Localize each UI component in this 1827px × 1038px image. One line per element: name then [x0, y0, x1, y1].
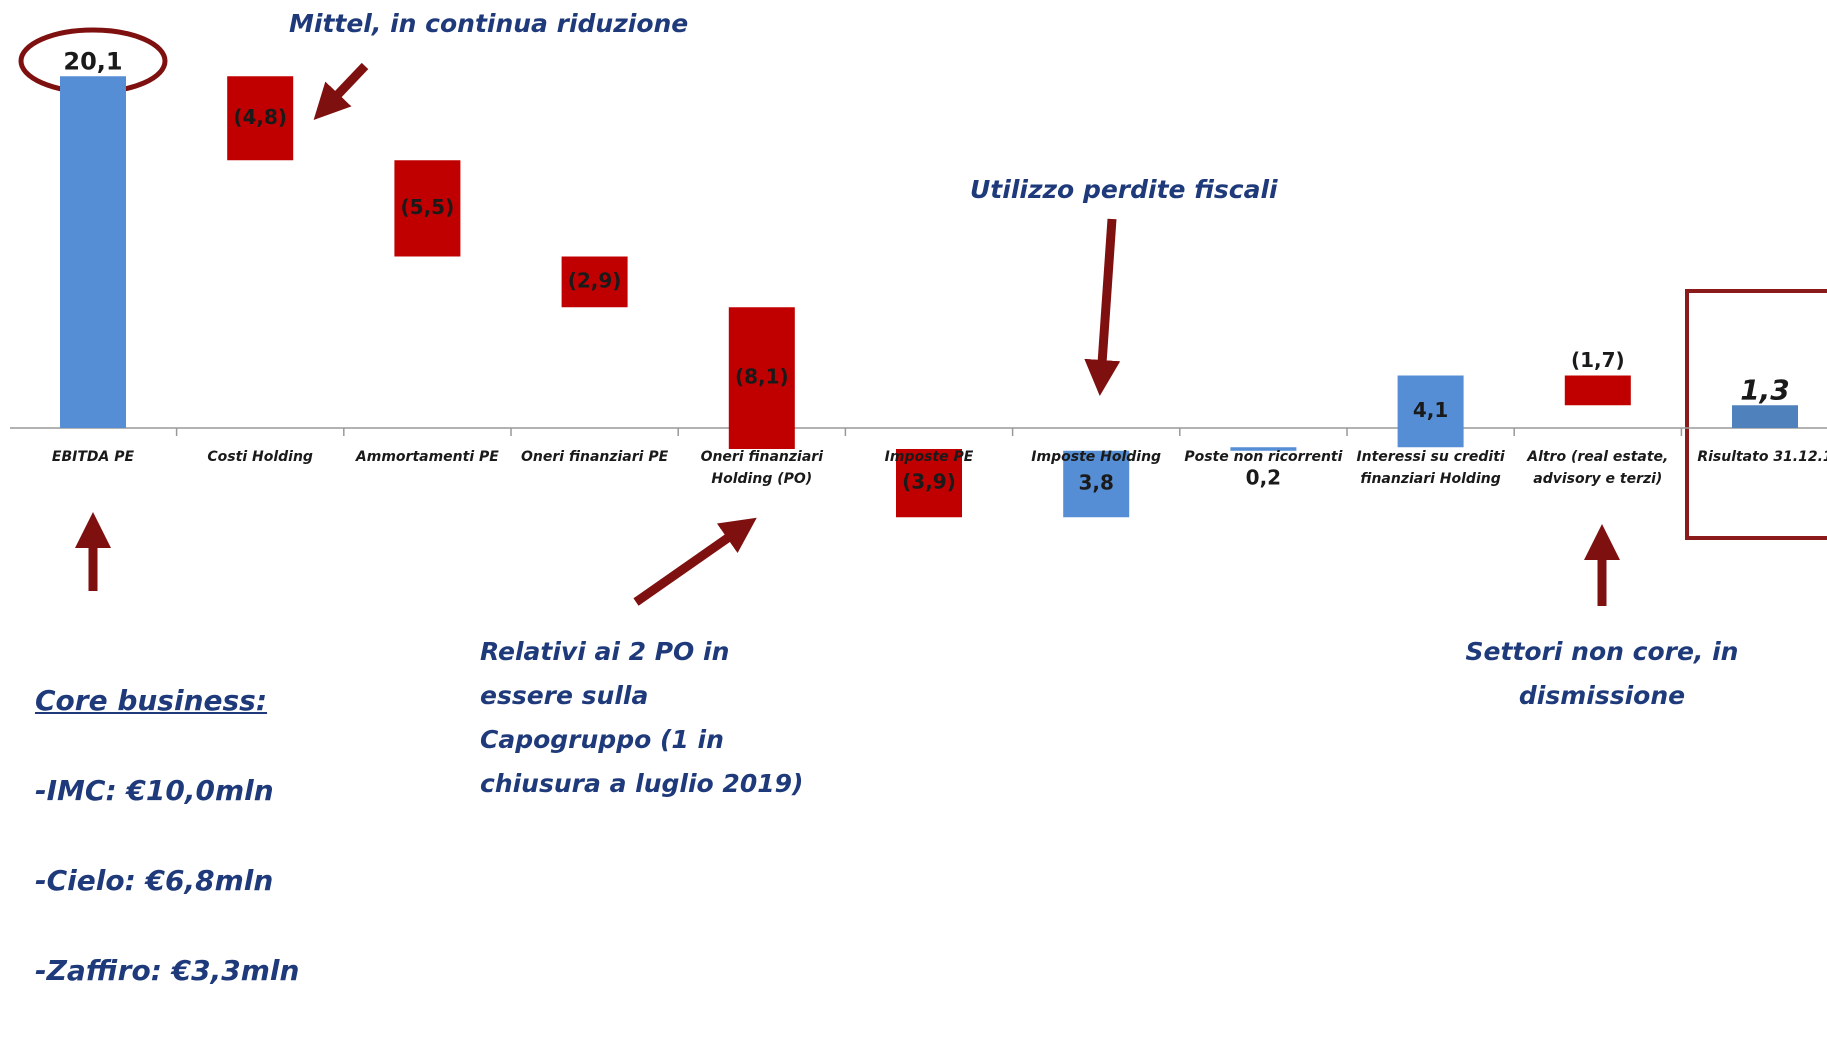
value-label: (4,8) — [233, 105, 287, 129]
value-label: (1,7) — [1571, 348, 1625, 372]
x-tick-label: Risultato 31.12.1 — [1697, 449, 1827, 465]
value-label: 20,1 — [63, 47, 122, 75]
x-tick-label: Oneri finanziari PE — [521, 449, 669, 465]
annotation: Settori non core, in dismissione — [1465, 637, 1739, 710]
x-tick-label: Oneri finanziari Holding (PO) — [700, 449, 824, 487]
annotation: Mittel, in continua riduzione — [289, 9, 689, 38]
bar — [728, 307, 795, 449]
arrow — [633, 517, 757, 606]
value-label: 4,1 — [1413, 398, 1448, 422]
value-label: (2,9) — [568, 268, 622, 292]
bar — [1564, 375, 1631, 406]
core-item: -Cielo: €6,8mln — [35, 864, 274, 897]
x-tick-label: Poste non ricorrenti — [1184, 449, 1343, 465]
chart: 20,1 (4,8) (5,5) (2,9) (8,1) (3,9) 3,8 0,2 4,1 (1… — [10, 27, 1827, 606]
x-tick-label: Imposte PE — [884, 449, 974, 465]
x-tick-label: EBITDA PE — [51, 449, 135, 465]
x-tick-label: Interessi su crediti finanziari Holding — [1356, 449, 1505, 487]
x-tick-label: Ammortamenti PE — [355, 449, 499, 465]
core-business: Core business: -IMC: €10,0mln -Cielo: €6… — [35, 633, 299, 1038]
bar — [896, 449, 962, 518]
value-label: (5,5) — [401, 195, 455, 219]
x-tick-label: Altro (real estate, advisory e terzi) — [1527, 449, 1669, 487]
bar — [1063, 450, 1130, 518]
value-label: 0,2 — [1246, 465, 1281, 489]
core-heading: Core business: — [35, 684, 268, 717]
bar — [227, 76, 294, 161]
x-tick-label: Costi Holding — [207, 449, 313, 465]
annotation: Relativi ai 2 PO in essere sulla Capogru… — [480, 637, 804, 798]
page: {"chart_data": {"type": "waterfall", "ca… — [10, 9, 1827, 987]
value-label: (3,9) — [902, 470, 956, 494]
core-item: -Zaffiro: €3,3mln — [35, 954, 300, 987]
core-item: -IMC: €10,0mln — [35, 774, 274, 807]
value-label: 3,8 — [1078, 471, 1113, 495]
bar — [561, 256, 628, 308]
highlight-box — [1685, 289, 1827, 540]
arrow — [313, 62, 369, 121]
annotation: Utilizzo perdite fiscali — [970, 175, 1278, 204]
value-label: (8,1) — [735, 365, 789, 389]
bar — [1230, 447, 1297, 451]
x-tick-label: Imposte Holding — [1031, 449, 1162, 465]
bar — [1732, 405, 1798, 428]
bar — [1397, 375, 1464, 448]
bar — [394, 160, 461, 257]
arrow — [1084, 218, 1121, 396]
value-label: 1,3 — [1740, 373, 1790, 406]
bar — [60, 76, 126, 428]
